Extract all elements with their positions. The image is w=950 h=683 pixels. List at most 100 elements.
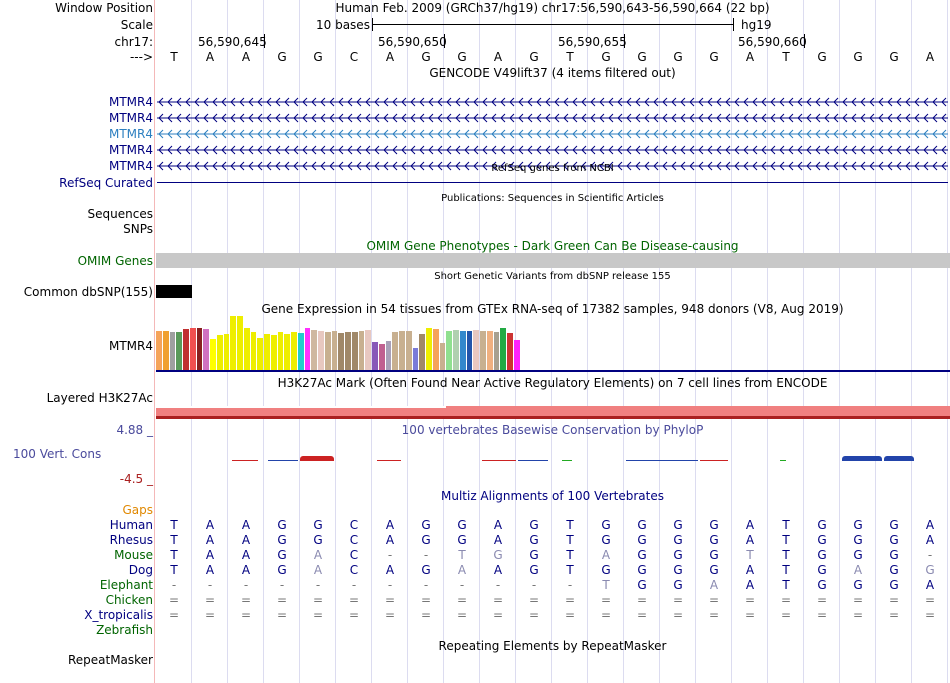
omim-genes-label[interactable]: OMIM Genes xyxy=(77,254,153,268)
gtex-tissue-bar[interactable] xyxy=(183,329,189,370)
refseq-track-title[interactable]: RefSeq genes from NCBI xyxy=(491,163,614,174)
common-dbsnp-label[interactable]: Common dbSNP(155) xyxy=(23,285,153,299)
gtex-tissue-bar[interactable] xyxy=(243,328,250,370)
gtex-track-title[interactable]: Gene Expression in 54 tissues from GTEx … xyxy=(261,302,844,316)
gtex-tissue-bar[interactable] xyxy=(486,331,493,370)
gtex-tissue-bar[interactable] xyxy=(203,329,209,370)
gtex-tissue-bar[interactable] xyxy=(230,316,236,370)
multiz-track-title[interactable]: Multiz Alignments of 100 Vertebrates xyxy=(440,489,665,503)
gtex-tissue-bar[interactable] xyxy=(338,333,344,370)
gtex-tissue-bar[interactable] xyxy=(257,338,263,370)
gtex-tissue-bar[interactable] xyxy=(439,343,446,370)
gtex-tissue-bar[interactable] xyxy=(459,331,466,370)
gtex-tissue-bar[interactable] xyxy=(331,331,338,370)
gtex-tissue-bar[interactable] xyxy=(162,331,169,370)
repeatmasker-label[interactable]: RepeatMasker xyxy=(67,653,153,667)
refseq-curated-label[interactable]: RefSeq Curated xyxy=(59,176,153,190)
gtex-tissue-bar[interactable] xyxy=(378,344,385,370)
gtex-tissue-bar[interactable] xyxy=(291,332,297,370)
gtex-tissue-bar[interactable] xyxy=(169,332,176,370)
h3k27ac-signal[interactable] xyxy=(156,406,950,416)
gtex-expression-chart[interactable] xyxy=(156,316,556,370)
gencode-transcript-label[interactable]: MTMR4 xyxy=(108,111,153,125)
gtex-tissue-bar[interactable] xyxy=(250,332,257,370)
gtex-tissue-bar[interactable] xyxy=(156,331,162,370)
cons-track-title[interactable]: 100 vertebrates Basewise Conservation by… xyxy=(401,423,704,437)
gtex-tissue-bar[interactable] xyxy=(304,328,311,370)
refseq-gene-line[interactable] xyxy=(157,182,948,183)
conservation-logo-marks[interactable] xyxy=(0,450,950,470)
gtex-tissue-bar[interactable] xyxy=(493,332,500,370)
publications-track-title[interactable]: Publications: Sequences in Scientific Ar… xyxy=(441,193,664,204)
multiz-aligned-base: = xyxy=(312,593,324,607)
gencode-transcript-label[interactable]: MTMR4 xyxy=(108,159,153,173)
gtex-tissue-bar[interactable] xyxy=(324,332,331,370)
gtex-tissue-bar[interactable] xyxy=(473,330,479,370)
gtex-tissue-bar[interactable] xyxy=(372,342,378,370)
gencode-transcript-line[interactable] xyxy=(157,112,948,124)
multiz-species-label[interactable]: Rhesus xyxy=(109,533,153,547)
multiz-species-label[interactable]: Elephant xyxy=(99,578,153,592)
gencode-transcript-label[interactable]: MTMR4 xyxy=(108,127,153,141)
publications-snps-label[interactable]: SNPs xyxy=(123,222,153,236)
gtex-tissue-bar[interactable] xyxy=(297,333,304,370)
gencode-track-title[interactable]: GENCODE V49lift37 (4 items filtered out) xyxy=(429,66,676,80)
gtex-tissue-bar[interactable] xyxy=(405,331,412,370)
omim-track-title[interactable]: OMIM Gene Phenotypes - Dark Green Can Be… xyxy=(366,239,739,253)
gtex-tissue-bar[interactable] xyxy=(412,348,419,370)
repeatmasker-track-title[interactable]: Repeating Elements by RepeatMasker xyxy=(438,639,667,653)
gtex-tissue-bar[interactable] xyxy=(426,328,432,370)
dbsnp-variant-block[interactable] xyxy=(156,285,192,298)
publications-sequences-label[interactable]: Sequences xyxy=(87,207,153,221)
cons-track-label[interactable]: 100 Vert. Cons xyxy=(13,447,102,461)
gtex-tissue-bar[interactable] xyxy=(351,332,358,370)
gtex-tissue-bar[interactable] xyxy=(284,334,290,370)
gtex-tissue-bar[interactable] xyxy=(311,330,317,370)
gtex-tissue-bar[interactable] xyxy=(399,331,405,370)
gtex-tissue-bar[interactable] xyxy=(419,334,425,370)
gtex-tissue-bar[interactable] xyxy=(189,328,196,370)
gtex-tissue-bar[interactable] xyxy=(392,332,398,370)
multiz-species-label[interactable]: Dog xyxy=(128,563,153,577)
window-position-value[interactable]: Human Feb. 2009 (GRCh37/hg19) chr17:56,5… xyxy=(335,1,770,15)
gencode-transcript-line[interactable] xyxy=(157,144,948,156)
gtex-tissue-bar[interactable] xyxy=(345,332,351,370)
multiz-species-label[interactable]: Chicken xyxy=(105,593,153,607)
gtex-tissue-bar[interactable] xyxy=(237,316,243,370)
gencode-transcript-label[interactable]: MTMR4 xyxy=(108,95,153,109)
gtex-tissue-bar[interactable] xyxy=(264,334,270,370)
gtex-tissue-bar[interactable] xyxy=(365,330,371,370)
gencode-transcript-line[interactable] xyxy=(157,96,948,108)
multiz-species-label[interactable]: Mouse xyxy=(114,548,153,562)
gtex-tissue-bar[interactable] xyxy=(277,332,284,370)
gtex-tissue-bar[interactable] xyxy=(446,331,452,370)
gtex-tissue-bar[interactable] xyxy=(216,335,223,370)
h3k27ac-track-title[interactable]: H3K27Ac Mark (Often Found Near Active Re… xyxy=(277,376,828,390)
gtex-tissue-bar[interactable] xyxy=(270,335,277,370)
dbsnp-track-title[interactable]: Short Genetic Variants from dbSNP releas… xyxy=(434,271,671,282)
omim-gene-bar[interactable] xyxy=(156,253,950,268)
gtex-tissue-bar[interactable] xyxy=(318,331,324,370)
gtex-tissue-bar[interactable] xyxy=(176,332,182,370)
gtex-tissue-bar[interactable] xyxy=(210,339,216,370)
gencode-transcript-line[interactable] xyxy=(157,160,948,172)
gtex-tissue-bar[interactable] xyxy=(507,333,513,370)
gtex-gene-model[interactable] xyxy=(156,370,950,372)
gencode-transcript-label[interactable]: MTMR4 xyxy=(108,143,153,157)
multiz-species-label[interactable]: Human xyxy=(109,518,153,532)
gtex-tissue-bar[interactable] xyxy=(358,331,365,370)
gtex-tissue-bar[interactable] xyxy=(466,331,473,370)
multiz-species-label[interactable]: X_tropicalis xyxy=(84,608,153,622)
multiz-species-label[interactable]: Zebrafish xyxy=(96,623,153,637)
gtex-tissue-bar[interactable] xyxy=(196,328,203,370)
gtex-tissue-bar[interactable] xyxy=(513,340,520,370)
gtex-gene-label[interactable]: MTMR4 xyxy=(108,339,153,353)
gtex-tissue-bar[interactable] xyxy=(480,331,486,370)
gtex-tissue-bar[interactable] xyxy=(453,330,459,370)
gtex-tissue-bar[interactable] xyxy=(385,341,392,370)
gencode-transcript-line[interactable] xyxy=(157,128,948,140)
gtex-tissue-bar[interactable] xyxy=(432,329,439,370)
gtex-tissue-bar[interactable] xyxy=(500,328,506,370)
gtex-tissue-bar[interactable] xyxy=(223,334,230,370)
h3k27ac-label[interactable]: Layered H3K27Ac xyxy=(46,391,153,405)
